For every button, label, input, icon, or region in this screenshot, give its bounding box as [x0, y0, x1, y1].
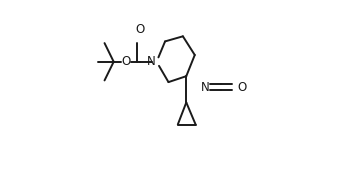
Text: O: O — [135, 23, 144, 36]
Text: O: O — [238, 81, 247, 94]
Text: O: O — [121, 55, 131, 68]
Text: N: N — [146, 55, 155, 68]
Text: N: N — [201, 81, 209, 94]
